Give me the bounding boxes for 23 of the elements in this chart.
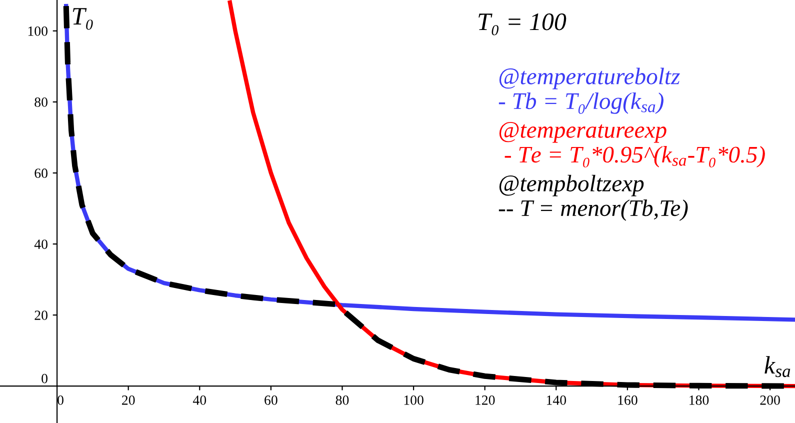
x-tick-label: 60 [264, 395, 278, 405]
x-tick-label: 20 [122, 395, 135, 405]
x-tick-label: 80 [336, 395, 349, 405]
y-tick-label: 100 [28, 26, 48, 36]
x-tick-label: 200 [760, 395, 780, 405]
x-tick-label: 100 [404, 395, 424, 405]
x-tick-label: 40 [192, 395, 206, 405]
y-tick-label: 0 [42, 374, 48, 384]
x-tick-label: 120 [476, 395, 495, 405]
text: @temperatureboltz - Tb = T₀/log(k$_{sa}$) [498, 68, 680, 114]
x-tick-label: 0 [58, 395, 64, 405]
y-tick-label: 60 [34, 168, 48, 178]
y-tick-label: 80 [34, 98, 48, 107]
y-tick-label: 20 [34, 310, 48, 320]
y-tick-label: 40 [34, 240, 48, 249]
annotation: T₀ = 100 [478, 13, 566, 36]
y-axis-title: T₀ [72, 8, 93, 30]
x-tick-label: 180 [690, 395, 709, 405]
text: @temperatureexp - Te = T₀*0.95^(k$_{sa}$-T₀*0.5) [499, 122, 765, 168]
x-axis-title: k$_{sa}$ [764, 356, 790, 378]
x-tick-label: 160 [618, 395, 638, 405]
text: @tempboltzexp -- T = menor(Tb,Te) [498, 174, 688, 221]
x-tick-label: 140 [546, 395, 566, 405]
